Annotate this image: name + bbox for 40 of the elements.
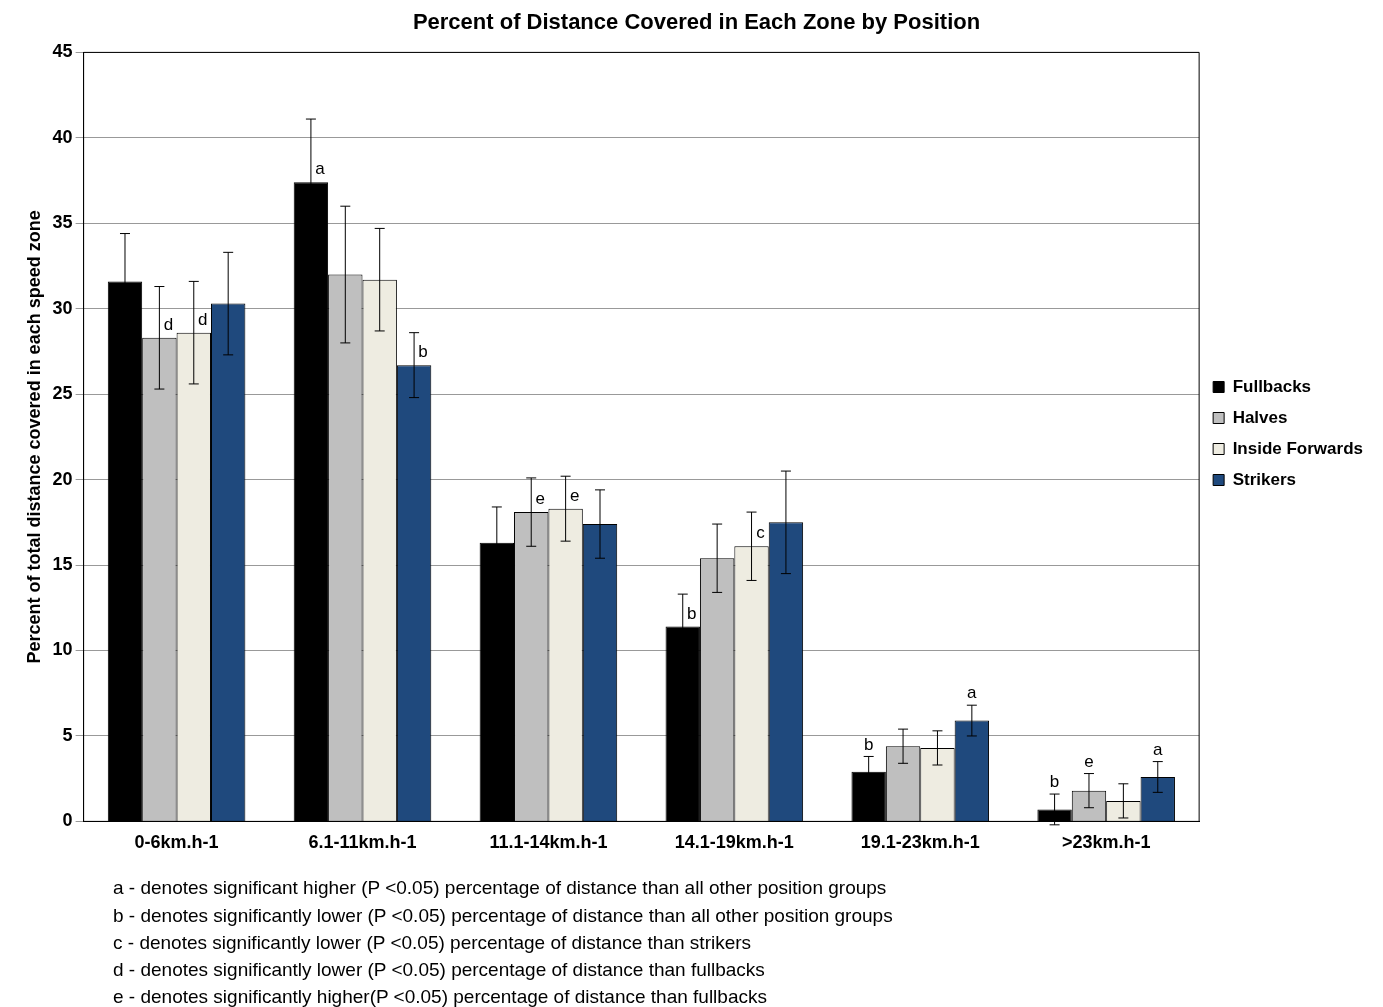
x-tick-label: 11.1-14km.h-1 (489, 832, 608, 853)
x-tick-label: 6.1-11km.h-1 (308, 832, 417, 853)
y-tick-label: 40 (52, 126, 73, 147)
legend-label: Fullbacks (1232, 376, 1312, 396)
y-tick-label: 25 (52, 383, 73, 404)
y-tick-label: 35 (52, 212, 73, 233)
legend-label: Inside Forwards (1232, 438, 1364, 458)
x-tick-label: 19.1-23km.h-1 (860, 832, 980, 853)
text: a - denotes significant higher (P <0.05) percentage of distance than all other position groups (113, 877, 887, 899)
data-label: d (198, 309, 208, 329)
chart-title: Percent of Distance Covered in Each Zone by Position (412, 9, 981, 35)
data-label: a (1153, 739, 1164, 759)
legend-label: Strikers (1232, 469, 1296, 489)
data-label: b (687, 603, 697, 623)
data-label: e (569, 485, 580, 505)
text: e - denotes significantly higher(P <0.05) percentage of distance than fullbacks (113, 986, 767, 1007)
y-tick-label: 5 (62, 724, 73, 745)
y-tick-label: 30 (52, 297, 73, 318)
data-label: d (163, 314, 174, 334)
data-label: c (756, 523, 766, 543)
x-tick-label: 0-6km.h-1 (134, 832, 219, 853)
data-label: e (535, 489, 545, 509)
y-tick-label: 0 (62, 810, 73, 831)
y-tick-label: 20 (52, 468, 73, 489)
y-tick-label: 45 (52, 41, 73, 62)
y-axis-title: Percent of total distance covered in each speed zone (23, 210, 44, 664)
data-label: a (967, 683, 978, 703)
text: b - denotes significantly lower (P <0.05) percentage of distance than all other position groups (113, 904, 893, 926)
data-label: b (863, 734, 874, 754)
legend-label: Halves (1232, 407, 1288, 427)
data-label: e (1084, 751, 1094, 771)
y-tick-label: 10 (52, 639, 73, 660)
y-tick-label: 15 (52, 554, 73, 575)
data-label: a (315, 159, 326, 179)
x-tick-label: >23km.h-1 (1061, 832, 1151, 853)
data-label: b (418, 342, 428, 362)
text: c - denotes significantly lower (P <0.05) percentage of distance than strikers (113, 931, 752, 953)
data-label: b (1049, 772, 1060, 792)
x-tick-label: 14.1-19km.h-1 (674, 832, 794, 853)
text: d - denotes significantly lower (P <0.05) percentage of distance than fullbacks (113, 959, 765, 981)
